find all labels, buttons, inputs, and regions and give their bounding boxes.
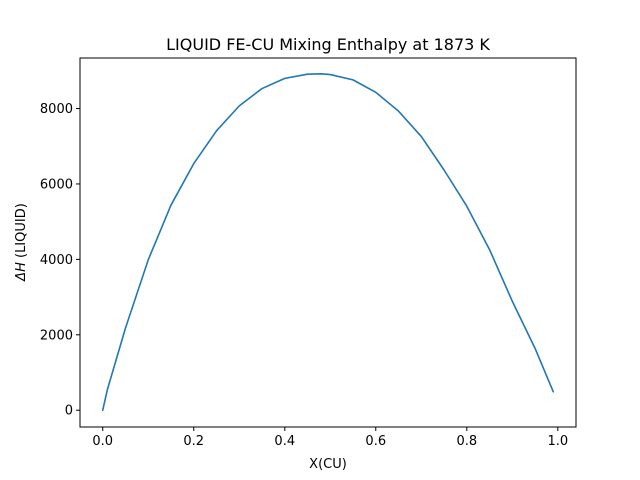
axes-frame [79,57,577,428]
x-tick-label: 0.0 [92,434,113,449]
plot-area: 0.0 0.2 0.4 0.6 0.8 1.0 0 2000 4000 6000 8000 [40,73,568,449]
y-axis-label-text: (LIQUID) [14,203,29,262]
x-tick-label: 0.4 [274,434,295,449]
y-axis-label-symbol: ΔH [14,262,29,282]
x-tick-label: 0.6 [365,434,386,449]
y-tick-label: 0 [65,404,73,419]
y-tick-label: 4000 [40,253,73,268]
y-tick-label: 2000 [40,328,73,343]
chart-title: LIQUID FE-CU Mixing Enthalpy at 1873 K [166,35,490,54]
y-tick-label: 8000 [40,102,73,117]
mixing-enthalpy-line [101,73,555,412]
y-tick-label: 6000 [40,177,73,192]
x-tick-label: 0.8 [456,434,477,449]
x-tick-label: 1.0 [547,434,568,449]
x-tick-label: 0.2 [183,434,204,449]
y-axis-label: ΔH (LIQUID) [14,203,29,282]
x-axis-label: X(CU) [309,457,347,472]
